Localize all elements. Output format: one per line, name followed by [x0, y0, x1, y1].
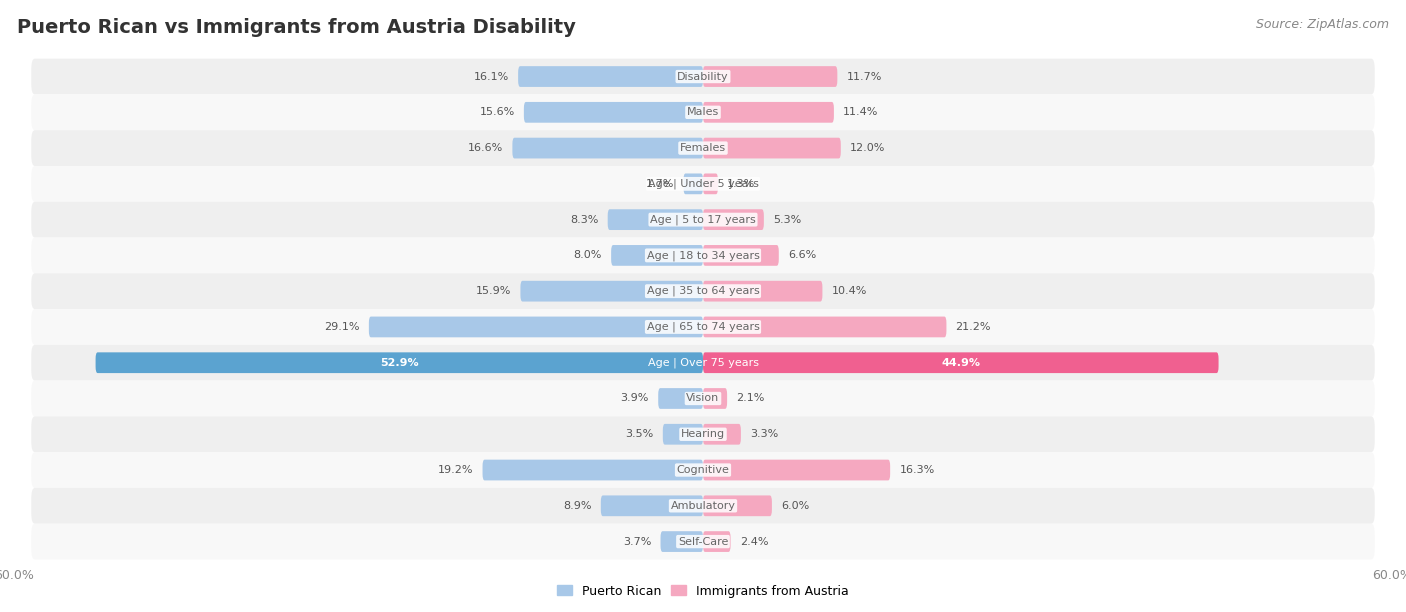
Text: 8.0%: 8.0% [574, 250, 602, 260]
FancyBboxPatch shape [683, 173, 703, 194]
Text: 16.1%: 16.1% [474, 72, 509, 81]
Text: 3.5%: 3.5% [626, 429, 654, 439]
Text: 12.0%: 12.0% [851, 143, 886, 153]
FancyBboxPatch shape [703, 66, 838, 87]
Text: Cognitive: Cognitive [676, 465, 730, 475]
Text: Age | 18 to 34 years: Age | 18 to 34 years [647, 250, 759, 261]
FancyBboxPatch shape [368, 316, 703, 337]
FancyBboxPatch shape [31, 130, 1375, 166]
FancyBboxPatch shape [31, 524, 1375, 559]
FancyBboxPatch shape [31, 202, 1375, 237]
Text: Age | 65 to 74 years: Age | 65 to 74 years [647, 322, 759, 332]
FancyBboxPatch shape [703, 138, 841, 159]
Text: 10.4%: 10.4% [831, 286, 868, 296]
Text: 15.6%: 15.6% [479, 107, 515, 118]
FancyBboxPatch shape [31, 274, 1375, 309]
Text: 16.3%: 16.3% [900, 465, 935, 475]
Text: 2.4%: 2.4% [740, 537, 768, 547]
FancyBboxPatch shape [661, 531, 703, 552]
Text: Puerto Rican vs Immigrants from Austria Disability: Puerto Rican vs Immigrants from Austria … [17, 18, 575, 37]
FancyBboxPatch shape [31, 59, 1375, 94]
Text: 3.3%: 3.3% [749, 429, 779, 439]
FancyBboxPatch shape [703, 173, 718, 194]
Text: Self-Care: Self-Care [678, 537, 728, 547]
FancyBboxPatch shape [703, 388, 727, 409]
Text: 8.3%: 8.3% [571, 215, 599, 225]
FancyBboxPatch shape [31, 309, 1375, 345]
FancyBboxPatch shape [703, 281, 823, 302]
Legend: Puerto Rican, Immigrants from Austria: Puerto Rican, Immigrants from Austria [553, 580, 853, 602]
Text: 2.1%: 2.1% [737, 394, 765, 403]
Text: 15.9%: 15.9% [475, 286, 512, 296]
Text: 3.9%: 3.9% [620, 394, 650, 403]
Text: 6.0%: 6.0% [782, 501, 810, 511]
FancyBboxPatch shape [512, 138, 703, 159]
Text: Age | Over 75 years: Age | Over 75 years [648, 357, 758, 368]
FancyBboxPatch shape [31, 452, 1375, 488]
FancyBboxPatch shape [96, 353, 703, 373]
FancyBboxPatch shape [31, 488, 1375, 524]
FancyBboxPatch shape [600, 496, 703, 516]
FancyBboxPatch shape [703, 102, 834, 122]
FancyBboxPatch shape [703, 460, 890, 480]
Text: 52.9%: 52.9% [380, 358, 419, 368]
Text: Age | 5 to 17 years: Age | 5 to 17 years [650, 214, 756, 225]
Text: Hearing: Hearing [681, 429, 725, 439]
Text: 5.3%: 5.3% [773, 215, 801, 225]
FancyBboxPatch shape [658, 388, 703, 409]
FancyBboxPatch shape [703, 531, 731, 552]
FancyBboxPatch shape [703, 353, 1219, 373]
FancyBboxPatch shape [703, 245, 779, 266]
FancyBboxPatch shape [703, 209, 763, 230]
Text: Ambulatory: Ambulatory [671, 501, 735, 511]
FancyBboxPatch shape [482, 460, 703, 480]
Text: Males: Males [688, 107, 718, 118]
Text: 8.9%: 8.9% [564, 501, 592, 511]
Text: Vision: Vision [686, 394, 720, 403]
Text: 44.9%: 44.9% [941, 358, 980, 368]
FancyBboxPatch shape [703, 316, 946, 337]
Text: Age | Under 5 years: Age | Under 5 years [648, 179, 758, 189]
FancyBboxPatch shape [31, 94, 1375, 130]
Text: Age | 35 to 64 years: Age | 35 to 64 years [647, 286, 759, 296]
Text: 11.7%: 11.7% [846, 72, 882, 81]
Text: 29.1%: 29.1% [325, 322, 360, 332]
FancyBboxPatch shape [703, 424, 741, 445]
FancyBboxPatch shape [31, 381, 1375, 416]
FancyBboxPatch shape [703, 496, 772, 516]
Text: 21.2%: 21.2% [956, 322, 991, 332]
Text: Disability: Disability [678, 72, 728, 81]
FancyBboxPatch shape [524, 102, 703, 122]
Text: 6.6%: 6.6% [787, 250, 817, 260]
FancyBboxPatch shape [607, 209, 703, 230]
FancyBboxPatch shape [31, 416, 1375, 452]
FancyBboxPatch shape [519, 66, 703, 87]
Text: 1.3%: 1.3% [727, 179, 755, 189]
FancyBboxPatch shape [31, 345, 1375, 381]
Text: 16.6%: 16.6% [468, 143, 503, 153]
Text: Females: Females [681, 143, 725, 153]
Text: 19.2%: 19.2% [437, 465, 474, 475]
FancyBboxPatch shape [662, 424, 703, 445]
FancyBboxPatch shape [612, 245, 703, 266]
FancyBboxPatch shape [31, 166, 1375, 202]
Text: 11.4%: 11.4% [844, 107, 879, 118]
FancyBboxPatch shape [31, 237, 1375, 274]
Text: Source: ZipAtlas.com: Source: ZipAtlas.com [1256, 18, 1389, 31]
Text: 3.7%: 3.7% [623, 537, 651, 547]
Text: 1.7%: 1.7% [645, 179, 675, 189]
FancyBboxPatch shape [520, 281, 703, 302]
